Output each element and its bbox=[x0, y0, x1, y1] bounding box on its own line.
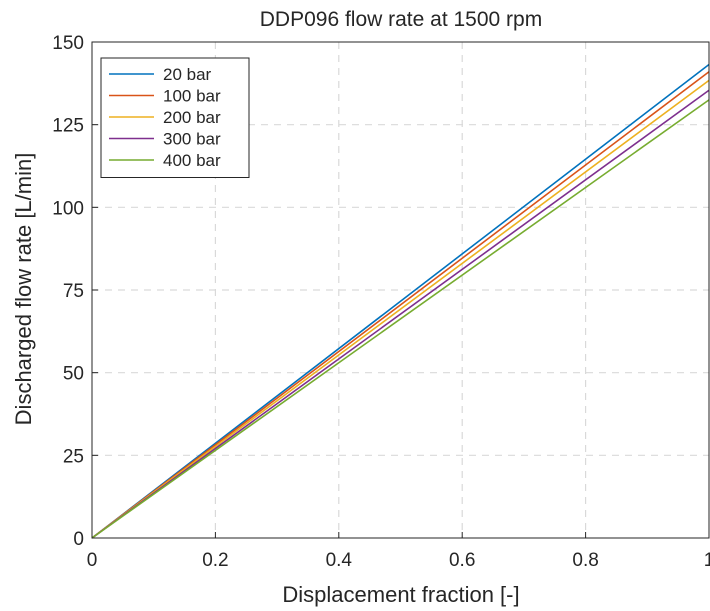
chart-title: DDP096 flow rate at 1500 rpm bbox=[260, 8, 542, 31]
y-tick-label: 0 bbox=[73, 529, 84, 550]
legend-label: 400 bar bbox=[163, 151, 221, 170]
legend-label: 100 bar bbox=[163, 87, 221, 106]
x-tick-label: 1 bbox=[704, 550, 710, 571]
series-line bbox=[91, 71, 710, 539]
legend: 20 bar 100 bar 200 bar 300 bar 400 bar bbox=[100, 57, 250, 178]
series-line bbox=[91, 79, 710, 539]
series-line bbox=[91, 63, 710, 539]
x-axis-label: Displacement fraction [-] bbox=[282, 582, 519, 607]
x-tick-label: 0.4 bbox=[326, 550, 353, 571]
legend-label: 300 bar bbox=[163, 130, 221, 149]
legend-label: 20 bar bbox=[163, 65, 212, 84]
y-tick-label: 75 bbox=[63, 281, 84, 302]
ticks: 0 0.2 0.4 0.6 0.8 1 0 25 50 75 100 125 150 bbox=[52, 33, 710, 571]
y-tick-label: 25 bbox=[63, 446, 84, 467]
y-tick-label: 100 bbox=[52, 198, 84, 219]
series-layer bbox=[91, 63, 710, 539]
x-tick-label: 0.6 bbox=[449, 550, 475, 571]
y-axis-label: Discharged flow rate [L/min] bbox=[11, 153, 36, 426]
series-line bbox=[91, 89, 710, 539]
legend-label: 200 bar bbox=[163, 108, 221, 127]
y-tick-label: 125 bbox=[52, 116, 84, 137]
y-tick-label: 150 bbox=[52, 33, 84, 54]
x-tick-label: 0.2 bbox=[202, 550, 228, 571]
x-tick-label: 0 bbox=[87, 550, 98, 571]
x-tick-label: 0.8 bbox=[572, 550, 598, 571]
series-line bbox=[91, 99, 710, 539]
y-tick-label: 50 bbox=[63, 364, 84, 385]
